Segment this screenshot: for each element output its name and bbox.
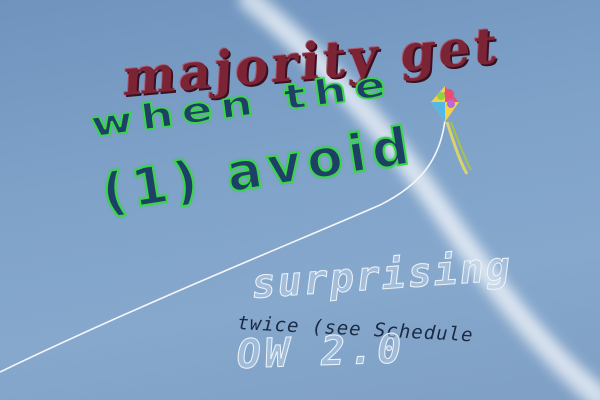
kite-string bbox=[0, 119, 446, 373]
kite bbox=[431, 86, 472, 175]
contrail bbox=[239, 0, 600, 400]
overlay-text-ow: OW 2.0 bbox=[235, 326, 407, 379]
